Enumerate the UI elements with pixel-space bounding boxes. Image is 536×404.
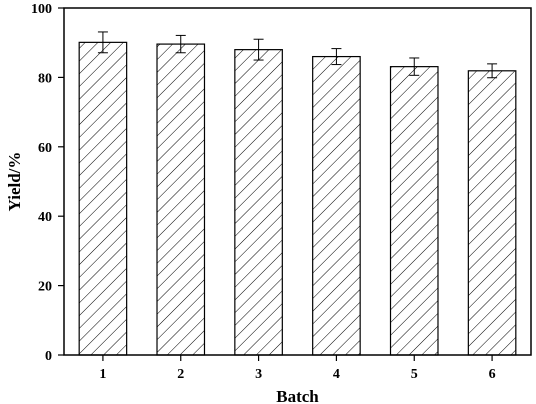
x-tick-label: 4 (333, 367, 340, 382)
x-tick-label: 2 (177, 367, 184, 382)
x-axis-title: Batch (276, 387, 319, 404)
bar-batch-3 (234, 49, 283, 356)
y-axis: 0 20 40 60 80 100 (31, 2, 64, 364)
bar-series (78, 41, 517, 356)
error-bar-batch-4 (331, 48, 342, 66)
bar-batch-2 (156, 43, 206, 356)
y-tick-label: 80 (38, 71, 52, 86)
error-bar-batch-3 (253, 38, 264, 61)
x-tick-label: 5 (411, 367, 418, 382)
y-axis-title: Yield/% (5, 152, 24, 212)
y-tick-label: 20 (38, 280, 52, 295)
x-tick-label: 6 (489, 367, 496, 382)
error-bar-batch-2 (175, 34, 186, 54)
y-tick-label: 0 (45, 349, 52, 364)
y-tick-label: 100 (31, 2, 52, 17)
bar-batch-4 (312, 55, 361, 356)
error-bar-batch-6 (487, 63, 498, 79)
bar-batch-1 (78, 41, 128, 356)
error-bar-batch-1 (97, 31, 108, 54)
x-axis: 1 2 3 4 5 6 (99, 355, 496, 382)
bar-batch-6 (467, 70, 517, 356)
bar-batch-5 (389, 66, 439, 356)
x-tick-label: 3 (255, 367, 262, 382)
y-tick-label: 60 (38, 141, 52, 156)
y-tick-label: 40 (38, 210, 52, 225)
x-tick-label: 1 (99, 367, 106, 382)
error-bar-series (97, 31, 498, 79)
plot-frame (63, 7, 532, 356)
error-bar-batch-5 (409, 57, 420, 76)
